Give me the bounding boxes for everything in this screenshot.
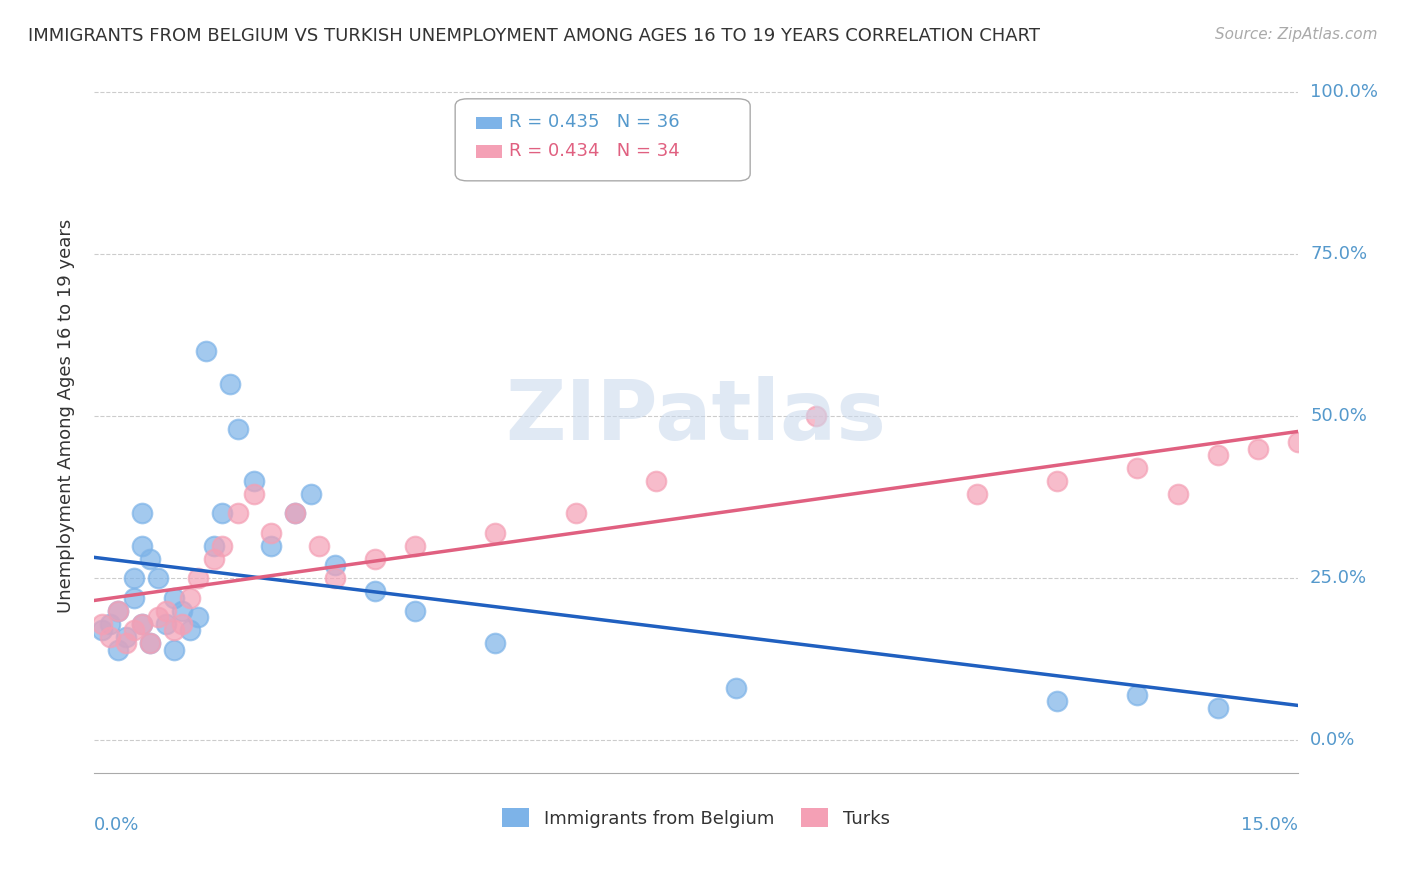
Point: [484, 636, 506, 650]
FancyBboxPatch shape: [456, 99, 751, 181]
Point: [284, 507, 307, 521]
Point: [131, 539, 153, 553]
Point: [131, 507, 153, 521]
Point: [404, 539, 426, 553]
Point: [966, 487, 988, 501]
Point: [115, 630, 138, 644]
Point: [179, 591, 201, 605]
Point: [725, 681, 748, 696]
Point: [107, 604, 129, 618]
Point: [211, 507, 233, 521]
Point: [644, 474, 666, 488]
Point: [107, 642, 129, 657]
Point: [139, 636, 162, 650]
Point: [364, 551, 387, 566]
Text: 0.0%: 0.0%: [1310, 731, 1355, 749]
Point: [211, 539, 233, 553]
Point: [131, 616, 153, 631]
Point: [91, 616, 114, 631]
Point: [259, 539, 281, 553]
Point: [228, 507, 250, 521]
Text: 50.0%: 50.0%: [1310, 407, 1367, 425]
Point: [404, 604, 426, 618]
Point: [155, 616, 177, 631]
Point: [1046, 474, 1069, 488]
Bar: [475, 145, 502, 158]
Text: R = 0.434   N = 34: R = 0.434 N = 34: [509, 142, 681, 160]
Point: [1286, 435, 1309, 450]
Point: [806, 409, 828, 424]
Point: [146, 610, 169, 624]
Point: [107, 604, 129, 618]
Point: [172, 604, 194, 618]
Point: [243, 474, 266, 488]
Point: [155, 604, 177, 618]
Point: [163, 642, 186, 657]
Point: [1046, 694, 1069, 708]
Point: [172, 616, 194, 631]
Text: Source: ZipAtlas.com: Source: ZipAtlas.com: [1215, 27, 1378, 42]
Point: [139, 636, 162, 650]
Point: [364, 584, 387, 599]
Point: [299, 487, 322, 501]
Point: [1126, 688, 1149, 702]
Text: 0.0%: 0.0%: [94, 815, 139, 833]
Text: ZIPatlas: ZIPatlas: [506, 376, 887, 457]
Point: [484, 525, 506, 540]
Point: [202, 551, 225, 566]
Point: [122, 591, 145, 605]
Point: [323, 571, 346, 585]
Point: [187, 610, 209, 624]
Point: [259, 525, 281, 540]
Text: 75.0%: 75.0%: [1310, 245, 1367, 263]
Point: [139, 551, 162, 566]
Y-axis label: Unemployment Among Ages 16 to 19 years: Unemployment Among Ages 16 to 19 years: [58, 219, 75, 614]
Point: [1247, 442, 1270, 456]
Bar: [475, 117, 502, 129]
Text: IMMIGRANTS FROM BELGIUM VS TURKISH UNEMPLOYMENT AMONG AGES 16 TO 19 YEARS CORREL: IMMIGRANTS FROM BELGIUM VS TURKISH UNEMP…: [28, 27, 1040, 45]
Text: 100.0%: 100.0%: [1310, 83, 1378, 101]
Point: [187, 571, 209, 585]
Point: [122, 623, 145, 637]
Point: [115, 636, 138, 650]
Point: [1126, 461, 1149, 475]
Legend: Immigrants from Belgium, Turks: Immigrants from Belgium, Turks: [495, 801, 897, 835]
Point: [98, 630, 121, 644]
Point: [219, 376, 242, 391]
Point: [131, 616, 153, 631]
Point: [202, 539, 225, 553]
Text: R = 0.435   N = 36: R = 0.435 N = 36: [509, 113, 681, 131]
Point: [308, 539, 330, 553]
Point: [564, 507, 586, 521]
Point: [228, 422, 250, 436]
Text: 25.0%: 25.0%: [1310, 569, 1367, 587]
Point: [122, 571, 145, 585]
Point: [146, 571, 169, 585]
Point: [179, 623, 201, 637]
Point: [91, 623, 114, 637]
Point: [1206, 448, 1229, 462]
Text: 15.0%: 15.0%: [1241, 815, 1298, 833]
Point: [98, 616, 121, 631]
Point: [1206, 701, 1229, 715]
Point: [1167, 487, 1189, 501]
Point: [323, 558, 346, 573]
Point: [163, 591, 186, 605]
Point: [163, 623, 186, 637]
Point: [243, 487, 266, 501]
Point: [195, 344, 218, 359]
Point: [284, 507, 307, 521]
